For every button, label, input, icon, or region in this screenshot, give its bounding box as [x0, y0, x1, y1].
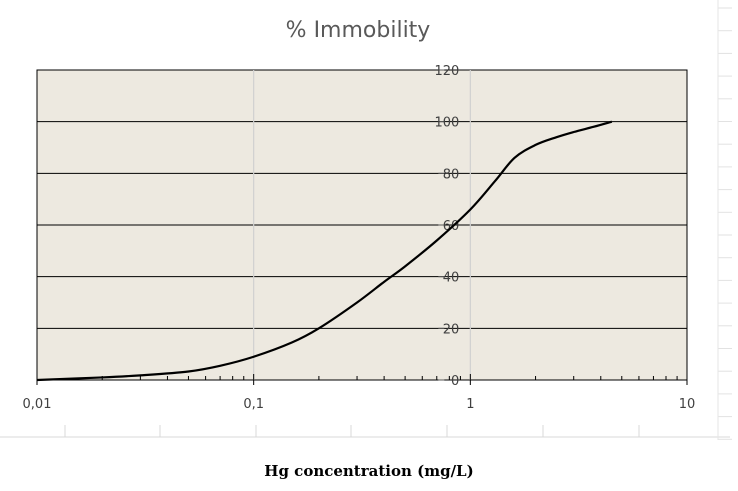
x-tick-label: 1 [466, 397, 474, 412]
y-tick-label: 100 [435, 116, 460, 131]
y-tick-label: 40 [443, 271, 460, 286]
vertical-gridlines [253, 70, 471, 380]
y-tick-label: 120 [435, 64, 460, 79]
y-tick-label: 0 [451, 374, 459, 389]
x-tick-label: 10 [679, 397, 696, 412]
x-axis-label: Hg concentration (mg/L) [264, 462, 474, 480]
series-line [36, 120, 613, 382]
spreadsheet-gridlines [0, 0, 732, 440]
x-tick-label: 0,01 [23, 397, 52, 412]
horizontal-gridlines [37, 121, 687, 329]
x-tick-label: 0,1 [243, 397, 264, 412]
y-tick-label: 20 [443, 322, 460, 337]
x-axis-tick-labels: 0,01 0,1 1 10 [23, 374, 696, 412]
chart-title: % Immobility [286, 18, 431, 43]
x-axis-minor-ticks [101, 376, 678, 380]
y-tick-label: 80 [443, 167, 460, 182]
